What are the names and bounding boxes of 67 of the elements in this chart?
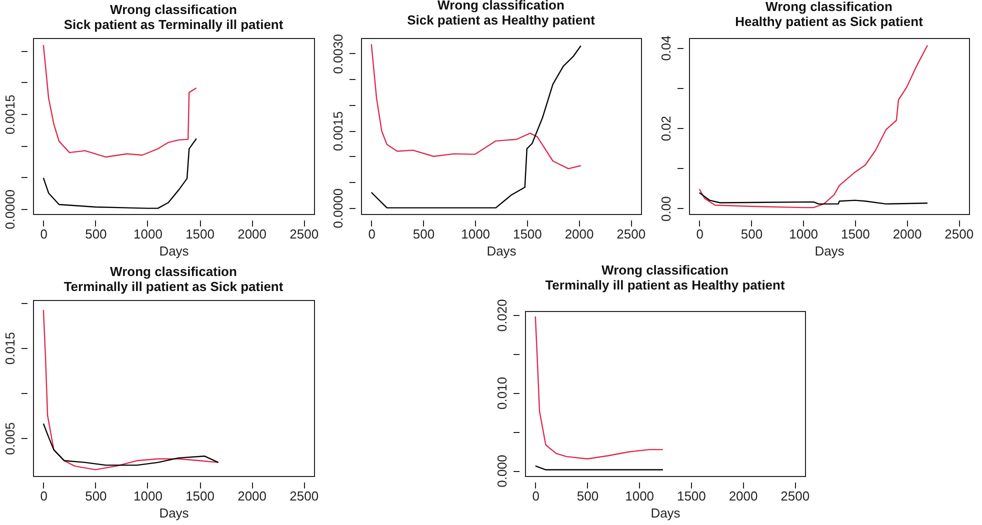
x-tick-label: 2000 <box>238 488 267 504</box>
y-tick-label: 0.0015 <box>2 94 18 134</box>
y-tick-label: 0.00 <box>658 196 674 222</box>
line-series <box>698 192 928 205</box>
y-tick-label: 0.02 <box>658 116 674 142</box>
x-tick-label: 1500 <box>840 226 870 242</box>
x-tick-label: 1500 <box>513 226 542 242</box>
x-axis-title: Days <box>650 506 681 520</box>
chart-subtitle: Healthy patient as Sick patient <box>734 14 924 29</box>
x-axis-title: Days <box>159 244 190 258</box>
y-tick-label: 0.04 <box>658 35 674 61</box>
x-tick-label: 1000 <box>788 226 818 242</box>
x-tick-label: 1000 <box>461 226 490 242</box>
chart-title: Wrong classification <box>765 0 892 14</box>
line-series <box>42 423 219 466</box>
y-tick-label: 0.0030 <box>330 34 346 74</box>
chart-title: Wrong classification <box>602 262 728 278</box>
x-tick-label: 0 <box>532 488 540 504</box>
x-tick-label: 2500 <box>290 226 319 242</box>
chart-subtitle: Sick patient as Terminally ill patient <box>64 17 284 32</box>
chart-subtitle: Sick patient as Healthy patient <box>407 12 596 28</box>
x-tick-label: 1500 <box>676 488 706 504</box>
chart-title: Wrong classification <box>110 2 237 17</box>
x-tick-label: 2000 <box>892 226 922 242</box>
x-tick-label: 0 <box>696 226 704 242</box>
x-tick-label: 0 <box>40 226 48 242</box>
y-tick-label: 0.015 <box>2 332 18 365</box>
x-tick-label: 0 <box>368 226 376 242</box>
line-series <box>534 316 664 460</box>
y-tick-label: 0.0000 <box>330 188 346 228</box>
x-tick-label: 500 <box>576 488 599 504</box>
x-tick-label: 2000 <box>565 226 594 242</box>
x-tick-label: 1500 <box>186 226 214 242</box>
x-tick-label: 2500 <box>290 488 319 504</box>
x-tick-label: 500 <box>85 226 107 242</box>
y-tick-label: 0.010 <box>494 376 510 410</box>
x-tick-label: 500 <box>85 488 107 504</box>
x-tick-label: 2500 <box>944 226 974 242</box>
y-tick-label: 0.0015 <box>330 111 346 152</box>
x-tick-label: 2000 <box>728 488 758 504</box>
y-tick-label: 0.020 <box>494 299 510 332</box>
line-series <box>42 138 197 209</box>
chart-subtitle: Terminally ill patient as Healthy patient <box>545 278 786 293</box>
y-tick-label: 0.005 <box>2 422 18 455</box>
y-tick-label: 0.0000 <box>2 190 18 230</box>
x-tick-label: 1000 <box>134 488 162 504</box>
x-tick-label: 1500 <box>186 488 214 504</box>
line-series <box>42 44 197 158</box>
x-axis-title: Days <box>487 244 518 258</box>
x-axis-title: Days <box>159 506 190 520</box>
y-tick-label: 0.000 <box>494 454 510 488</box>
x-tick-label: 1000 <box>625 488 654 504</box>
x-tick-label: 0 <box>40 488 48 504</box>
x-tick-label: 2500 <box>780 488 810 504</box>
x-tick-label: 1000 <box>134 226 162 242</box>
x-tick-label: 2000 <box>238 226 267 242</box>
line-series <box>371 45 582 208</box>
line-series <box>698 44 928 208</box>
x-axis-title: Days <box>814 244 844 258</box>
chart-title: Wrong classification <box>438 0 565 13</box>
x-tick-label: 500 <box>413 226 435 242</box>
line-series <box>371 44 582 170</box>
chart-title: Wrong classification <box>110 264 237 279</box>
chart-subtitle: Terminally ill patient as Sick patient <box>64 279 284 294</box>
x-tick-label: 2500 <box>616 226 646 242</box>
x-tick-label: 500 <box>740 226 762 242</box>
line-series <box>42 309 219 470</box>
